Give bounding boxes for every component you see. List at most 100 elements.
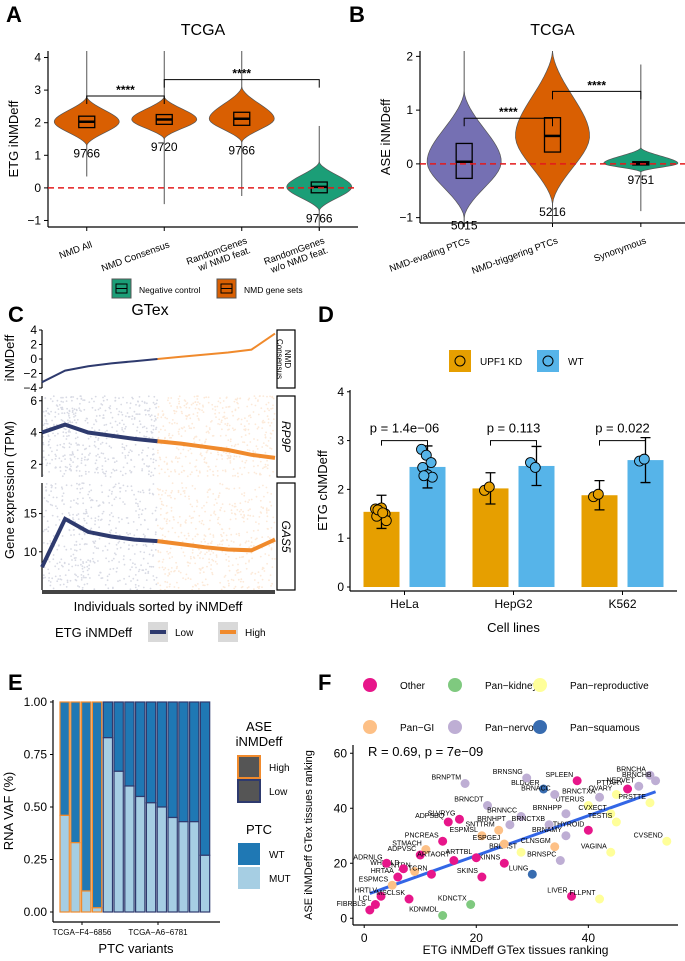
scatter-point [184,522,187,524]
tissue-point [606,809,616,819]
scatter-point [157,493,160,496]
scatter-point [191,505,194,508]
bar-segment-wt [178,701,189,823]
scatter-point [234,505,237,508]
scatter-point [225,396,228,399]
tissue-label: ADRNLG [353,854,382,861]
legend-point-glyph [454,355,466,367]
scatter-point [221,535,223,538]
scatter-point [101,468,104,471]
scatter-point [60,486,63,489]
scatter-point [234,512,236,515]
significance-stars: **** [232,67,251,81]
scatter-point [112,486,115,489]
scatter-point [177,448,180,451]
scatter-point [73,456,76,458]
scatter-point [54,415,57,418]
scatter-point [66,435,68,438]
scatter-cloud [41,395,276,478]
legend-label: Low [269,787,288,798]
scatter-point [174,457,177,459]
scatter-point [185,573,188,576]
scatter-point [170,491,173,494]
scatter-point [114,420,117,423]
scatter-point [194,465,197,468]
scatter-point [95,420,98,423]
scatter-point [258,587,260,590]
bar-segment-mut [70,842,81,913]
scatter-point [124,457,127,459]
scatter-point [190,521,193,524]
scatter-point [157,413,160,415]
scatter-point [202,557,204,560]
scatter-point [71,421,74,424]
significance-stars: **** [499,105,518,119]
scatter-point [242,555,245,558]
scatter-point [212,552,215,554]
scatter-point [239,544,241,547]
scatter-point [57,413,60,415]
scatter-point [178,433,180,435]
scatter-point [142,569,145,572]
scatter-point [97,560,99,562]
scatter-point [247,501,250,503]
bar-segment-wt [80,701,92,892]
scatter-point [187,564,190,567]
scatter-point [82,444,84,447]
scatter-point [158,456,161,459]
scatter-point [77,518,80,520]
scatter-point [161,490,164,492]
scatter-point [83,576,85,579]
scatter-point [104,584,107,586]
scatter-point [266,562,268,565]
scatter-point [102,452,105,455]
scatter-point [255,521,257,523]
scatter-point [73,544,76,546]
scatter-point [257,571,260,573]
scatter-point [164,416,167,419]
scatter-point [141,451,143,454]
scatter-point [225,434,227,437]
scatter-point [198,588,200,590]
scatter-point [200,551,202,553]
scatter-point [59,584,62,586]
scatter-point [270,447,273,450]
scatter-point [65,396,68,399]
scatter-point [178,457,181,459]
scatter-point [45,464,48,467]
scatter-point [152,575,155,577]
scatter-point [135,403,137,406]
scatter-point [129,532,132,535]
tissue-point [421,845,431,854]
scatter-point [193,426,195,429]
scatter-point [88,483,91,486]
scatter-point [239,571,242,573]
y-tick-label: 1 [337,531,344,545]
scatter-point [121,419,124,422]
scatter-point [147,562,149,565]
scatter-point [76,457,79,460]
scatter-point [94,419,97,421]
scatter-point [155,576,158,579]
scatter-point [56,507,59,510]
scatter-point [248,423,250,425]
scatter-point [97,408,100,411]
scatter-point [125,532,128,534]
scatter-point [219,482,222,485]
scatter-point [62,435,65,437]
scatter-point [83,408,86,411]
tissue-label: PNCREAS [405,832,439,839]
scatter-point [153,395,156,398]
scatter-point [171,419,174,421]
scatter-point [268,579,270,582]
scatter-point [135,543,138,546]
scatter-point [49,462,51,465]
scatter-point [196,533,199,536]
scatter-point [141,459,144,461]
x-tick-label: Synonymous [592,235,648,264]
scatter-point [228,560,230,563]
scatter-point [184,521,187,523]
scatter-point [51,419,53,422]
scatter-point [55,524,57,526]
scatter-point [79,395,82,397]
